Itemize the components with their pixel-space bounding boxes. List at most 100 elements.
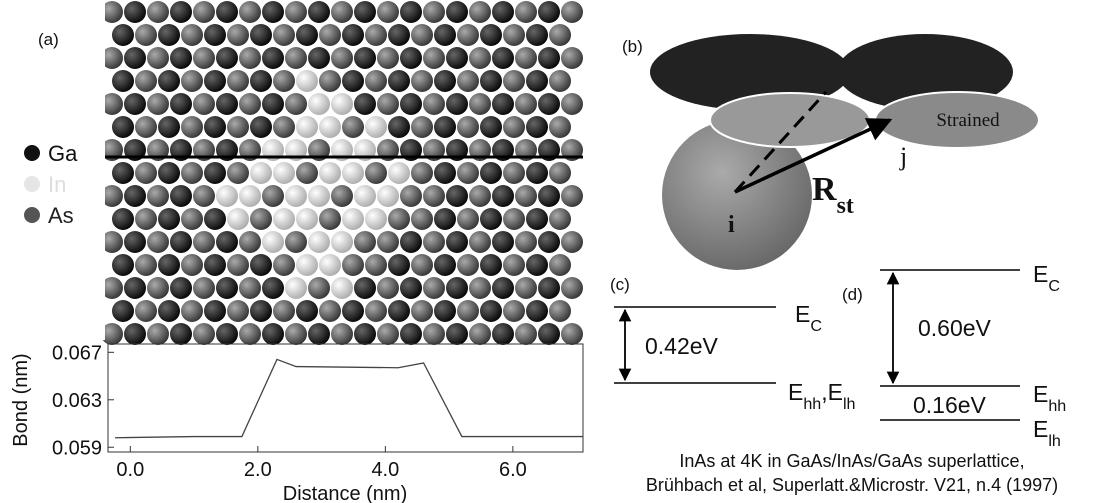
atom — [377, 1, 399, 23]
atom — [538, 1, 560, 23]
atom — [549, 24, 571, 46]
atom — [331, 93, 353, 115]
atom — [147, 185, 169, 207]
atom — [204, 116, 226, 138]
atom — [400, 185, 422, 207]
atom — [124, 185, 146, 207]
atom — [423, 1, 445, 23]
atom — [193, 231, 215, 253]
atom — [515, 185, 537, 207]
atom — [193, 47, 215, 69]
atom — [503, 300, 525, 322]
atom — [331, 47, 353, 69]
atom — [216, 323, 238, 345]
subscript: lh — [843, 395, 856, 413]
atom — [446, 1, 468, 23]
atom — [411, 300, 433, 322]
atom — [457, 208, 479, 230]
atom — [273, 300, 295, 322]
atom — [492, 231, 514, 253]
atom — [124, 231, 146, 253]
atom — [124, 93, 146, 115]
atom — [342, 208, 364, 230]
atom — [158, 208, 180, 230]
y-tick-label: 0.059 — [52, 437, 102, 459]
atom — [170, 47, 192, 69]
atom — [181, 300, 203, 322]
panel-label: (d) — [842, 285, 863, 304]
atom — [549, 300, 571, 322]
atom — [216, 1, 238, 23]
y-axis-label: Bond (nm) — [10, 353, 32, 446]
atom — [538, 231, 560, 253]
atom — [365, 254, 387, 276]
atom — [469, 323, 491, 345]
mask — [0, 0, 105, 340]
atom — [549, 116, 571, 138]
atom — [296, 208, 318, 230]
level-label: Ehh,Elh — [788, 379, 856, 413]
atom — [158, 70, 180, 92]
atom — [193, 1, 215, 23]
atom — [262, 1, 284, 23]
legend-swatch — [24, 207, 40, 223]
atom — [538, 277, 560, 299]
subscript: lh — [1048, 432, 1061, 450]
atom — [204, 162, 226, 184]
atom — [181, 208, 203, 230]
atom — [503, 254, 525, 276]
atom — [308, 47, 330, 69]
atom — [515, 93, 537, 115]
atom — [434, 24, 456, 46]
atom — [227, 300, 249, 322]
atom — [308, 231, 330, 253]
atom — [158, 24, 180, 46]
atom — [331, 231, 353, 253]
atom — [124, 47, 146, 69]
atom — [181, 116, 203, 138]
atom — [354, 47, 376, 69]
atom — [135, 300, 157, 322]
atom — [296, 70, 318, 92]
atom — [262, 277, 284, 299]
atom — [469, 47, 491, 69]
atom — [400, 323, 422, 345]
atom — [342, 24, 364, 46]
atom — [250, 208, 272, 230]
subscript: hh — [1048, 397, 1066, 415]
atom — [423, 185, 445, 207]
atom — [377, 185, 399, 207]
atom — [515, 47, 537, 69]
atom — [285, 323, 307, 345]
atom — [181, 254, 203, 276]
atom — [354, 277, 376, 299]
atom — [400, 93, 422, 115]
atom — [411, 162, 433, 184]
atom — [388, 162, 410, 184]
atom — [319, 24, 341, 46]
atom — [526, 70, 548, 92]
atom — [526, 208, 548, 230]
atom — [319, 162, 341, 184]
atom — [538, 47, 560, 69]
atom — [365, 116, 387, 138]
site-label: i — [728, 212, 735, 238]
atom — [135, 162, 157, 184]
atom — [457, 254, 479, 276]
atom — [250, 70, 272, 92]
atom — [549, 254, 571, 276]
atom — [216, 93, 238, 115]
atom — [112, 70, 134, 92]
atom — [400, 47, 422, 69]
atom — [561, 277, 583, 299]
legend-label: In — [48, 172, 66, 197]
atom — [480, 70, 502, 92]
atom — [158, 162, 180, 184]
atom — [561, 185, 583, 207]
atom — [503, 70, 525, 92]
atom — [135, 208, 157, 230]
atom — [503, 24, 525, 46]
atom — [538, 93, 560, 115]
atom — [434, 116, 456, 138]
figure: (a)GaInAs0.0590.0630.0670.02.04.06.0Bond… — [0, 0, 1105, 503]
